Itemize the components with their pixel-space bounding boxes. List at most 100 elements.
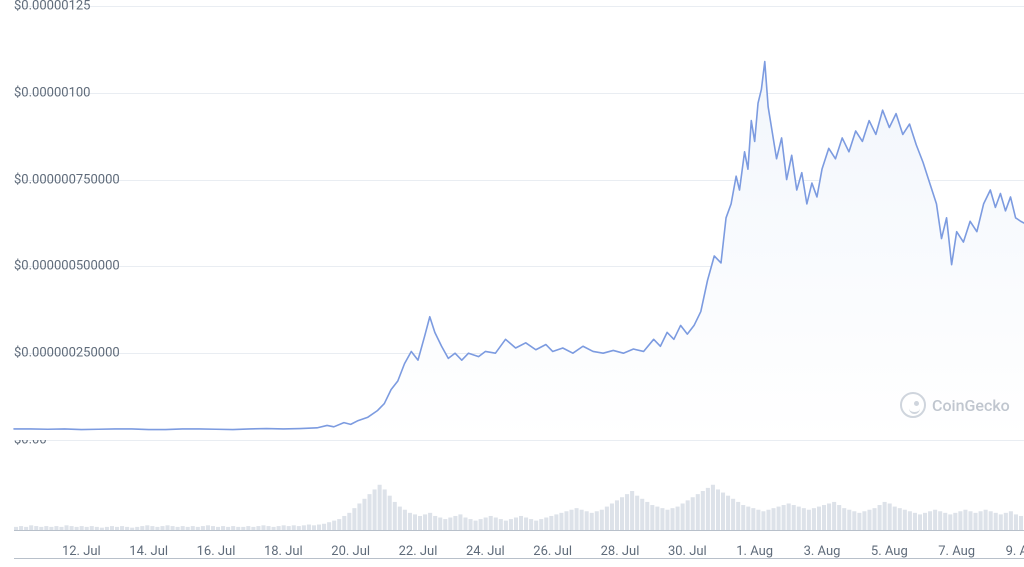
volume-bar [373,489,377,530]
volume-bar [933,510,937,530]
volume-bar [913,513,917,530]
volume-bar [731,499,735,530]
volume-bar [357,503,361,530]
volume-bar [862,511,866,530]
volume-bar [958,511,962,530]
x-axis-label: 9. Aug [1006,544,1024,559]
volume-bar [943,513,947,530]
volume-bar [494,518,498,530]
volume-bar [479,519,483,530]
volume-bar [822,505,826,530]
x-axis-label: 14. Jul [129,544,168,559]
x-axis-label: 22. Jul [399,544,438,559]
volume-bar [792,505,796,530]
volume-bar [827,503,831,530]
volume-bar [1019,516,1023,530]
volume-bar [665,510,669,530]
volume-bar [393,502,397,530]
volume-bar [458,514,462,530]
volume-bar [701,491,705,530]
volume-bar [842,508,846,530]
volume-bar [706,488,710,530]
volume-bar [787,503,791,530]
x-axis-label: 7. Aug [938,544,975,559]
volume-bar [857,513,861,530]
volume-bar [564,511,568,530]
plot-area: $0.00000125$0.00000100$0.000000750000$0.… [14,0,1024,567]
volume-bar [918,514,922,530]
volume-bar [428,513,432,530]
volume-bar [1009,511,1013,530]
volume-bar [620,497,624,530]
volume-bar [681,503,685,530]
volume-bar [383,489,387,530]
volume-bars-svg [14,0,1024,567]
volume-bar [984,510,988,530]
volume-bar [524,518,528,530]
x-axis-label: 26. Jul [533,544,572,559]
volume-bar [761,511,765,530]
volume-bar [519,516,523,530]
volume-bar [671,508,675,530]
volume-bar [696,494,700,530]
volume-bar [832,502,836,530]
volume-bar [751,508,755,530]
volume-bar [1014,514,1018,530]
volume-bar [903,510,907,530]
volume-bar [509,519,513,530]
volume-bar [873,508,877,530]
volume-bar [807,510,811,530]
volume-bar [630,491,634,530]
volume-bar [746,507,750,530]
volume-bar [736,502,740,530]
watermark-text: CoinGecko [932,396,1010,415]
volume-bar [974,513,978,530]
volume-bar [968,511,972,530]
volume-bar [888,503,892,530]
volume-bar [797,507,801,530]
volume-bar [544,518,548,530]
volume-bar [948,514,952,530]
volume-bar [463,518,467,530]
volume-bar [994,513,998,530]
volume-bar [570,510,574,530]
volume-bar [575,508,579,530]
volume-bar [640,499,644,530]
volume-bar [938,511,942,530]
volume-bar [615,500,619,530]
x-axis-label: 16. Jul [197,544,236,559]
x-axis-label: 30. Jul [668,544,707,559]
x-axis-label: 12. Jul [62,544,101,559]
x-axis-label: 1. Aug [736,544,773,559]
volume-bar [766,510,770,530]
volume-bar [721,493,725,530]
volume-bar [327,522,331,530]
volume-bar [398,507,402,530]
volume-bar [499,519,503,530]
x-axis-label: 18. Jul [264,544,303,559]
volume-bar [554,514,558,530]
volume-bar [741,505,745,530]
volume-bar [782,505,786,530]
volume-bar [448,518,452,530]
volume-bar [408,513,412,530]
volume-bar [595,511,599,530]
x-axis-label: 3. Aug [804,544,841,559]
volume-bar [928,511,932,530]
volume-bar [559,513,563,530]
volume-bar [342,516,346,530]
volume-bar [504,521,508,530]
volume-bar [585,511,589,530]
volume-bar [645,502,649,530]
volume-bar [635,496,639,530]
volume-bar [590,513,594,530]
x-axis-label: 24. Jul [466,544,505,559]
volume-bar [989,511,993,530]
volume-bar [403,510,407,530]
volume-bar [686,500,690,530]
volume-bar [979,511,983,530]
volume-bar [539,519,543,530]
volume-bar [388,496,392,530]
price-chart: $0.00000125$0.00000100$0.000000750000$0.… [0,0,1024,567]
volume-bar [484,518,488,530]
